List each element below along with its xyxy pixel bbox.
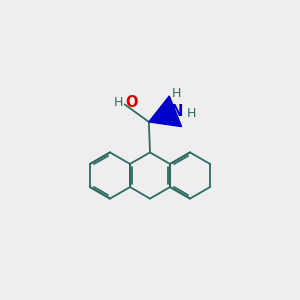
Text: H: H xyxy=(114,96,123,110)
Text: H: H xyxy=(187,107,196,120)
Text: H: H xyxy=(172,88,181,100)
Text: O: O xyxy=(125,95,137,110)
Text: N: N xyxy=(170,104,183,119)
Polygon shape xyxy=(149,96,182,127)
